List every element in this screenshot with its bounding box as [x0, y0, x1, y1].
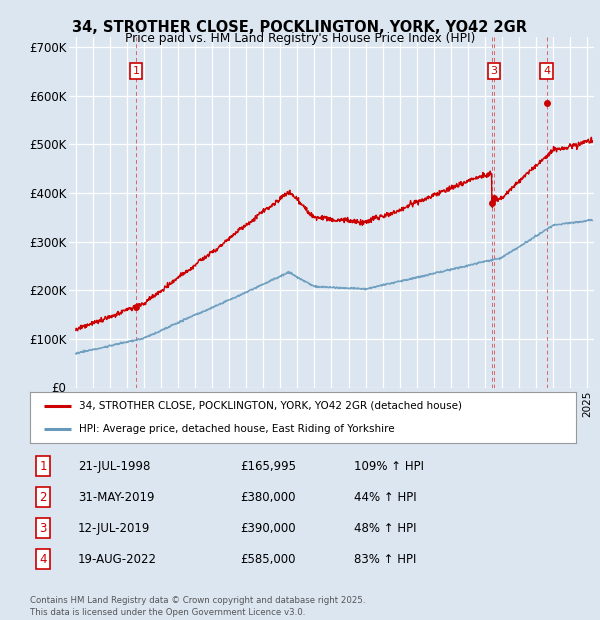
Text: 3: 3 [491, 66, 497, 76]
Text: 34, STROTHER CLOSE, POCKLINGTON, YORK, YO42 2GR: 34, STROTHER CLOSE, POCKLINGTON, YORK, Y… [73, 20, 527, 35]
Text: 48% ↑ HPI: 48% ↑ HPI [354, 522, 416, 534]
Text: 44% ↑ HPI: 44% ↑ HPI [354, 491, 416, 503]
Text: 3: 3 [40, 522, 47, 534]
Text: 21-JUL-1998: 21-JUL-1998 [78, 460, 151, 472]
Text: 1: 1 [40, 460, 47, 472]
Text: 19-AUG-2022: 19-AUG-2022 [78, 553, 157, 565]
Text: 83% ↑ HPI: 83% ↑ HPI [354, 553, 416, 565]
Text: 2: 2 [40, 491, 47, 503]
Text: 31-MAY-2019: 31-MAY-2019 [78, 491, 155, 503]
Text: 4: 4 [40, 553, 47, 565]
Text: 4: 4 [543, 66, 550, 76]
Text: £380,000: £380,000 [240, 491, 296, 503]
Text: £165,995: £165,995 [240, 460, 296, 472]
Text: Price paid vs. HM Land Registry's House Price Index (HPI): Price paid vs. HM Land Registry's House … [125, 32, 475, 45]
Text: £585,000: £585,000 [240, 553, 296, 565]
Text: 1: 1 [133, 66, 140, 76]
Text: 34, STROTHER CLOSE, POCKLINGTON, YORK, YO42 2GR (detached house): 34, STROTHER CLOSE, POCKLINGTON, YORK, Y… [79, 401, 462, 410]
Text: HPI: Average price, detached house, East Riding of Yorkshire: HPI: Average price, detached house, East… [79, 425, 395, 435]
Text: Contains HM Land Registry data © Crown copyright and database right 2025.
This d: Contains HM Land Registry data © Crown c… [30, 596, 365, 617]
Text: 12-JUL-2019: 12-JUL-2019 [78, 522, 151, 534]
Text: 109% ↑ HPI: 109% ↑ HPI [354, 460, 424, 472]
Text: £390,000: £390,000 [240, 522, 296, 534]
